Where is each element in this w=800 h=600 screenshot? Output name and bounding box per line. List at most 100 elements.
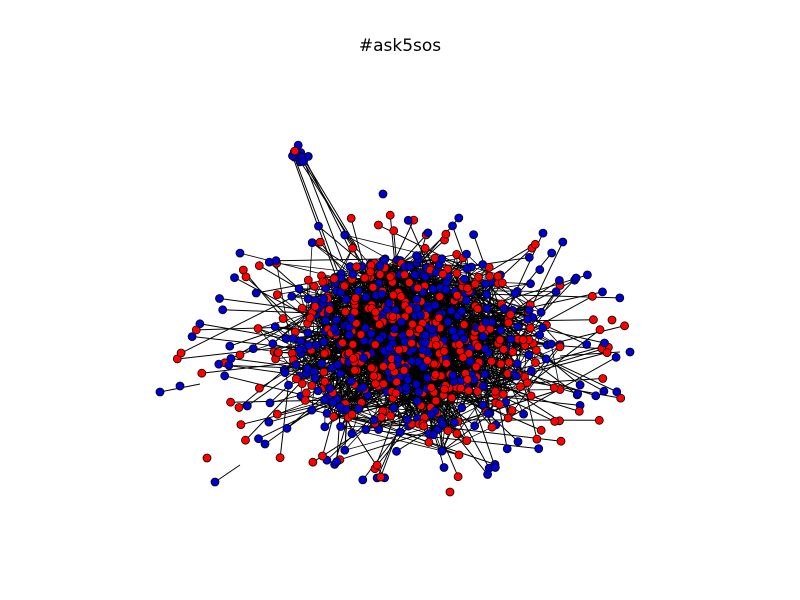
graph-node bbox=[446, 306, 456, 316]
graph-node bbox=[202, 453, 212, 463]
graph-node bbox=[348, 339, 358, 349]
graph-node bbox=[272, 409, 282, 419]
graph-node bbox=[490, 386, 500, 396]
graph-node bbox=[350, 365, 360, 375]
graph-node bbox=[507, 406, 517, 415]
graph-node bbox=[361, 292, 371, 302]
graph-node bbox=[547, 248, 557, 258]
graph-node bbox=[426, 409, 436, 419]
graph-node bbox=[392, 446, 401, 456]
graph-node bbox=[235, 350, 245, 360]
graph-node bbox=[344, 322, 354, 332]
graph-node bbox=[291, 374, 301, 384]
graph-node bbox=[611, 352, 621, 362]
graph-node bbox=[460, 274, 469, 284]
graph-node bbox=[454, 450, 464, 460]
graph-node bbox=[412, 294, 422, 304]
graph-node bbox=[595, 325, 605, 335]
graph-edge bbox=[292, 155, 338, 279]
graph-node bbox=[461, 295, 471, 305]
graph-edge bbox=[245, 276, 328, 353]
graph-node bbox=[271, 256, 281, 266]
graph-node bbox=[453, 472, 463, 482]
graph-node bbox=[435, 292, 445, 302]
graph-node bbox=[402, 415, 412, 425]
graph-node bbox=[339, 281, 349, 291]
graph-node bbox=[356, 330, 366, 340]
graph-node bbox=[278, 314, 288, 323]
graph-node bbox=[481, 317, 491, 327]
graph-node bbox=[385, 272, 395, 282]
graph-node bbox=[536, 307, 546, 317]
graph-node bbox=[430, 370, 440, 379]
graph-node bbox=[297, 379, 307, 389]
graph-node bbox=[319, 294, 329, 304]
graph-node bbox=[275, 453, 285, 463]
graph-node bbox=[440, 384, 449, 394]
graph-node bbox=[319, 349, 329, 359]
graph-node bbox=[462, 249, 471, 259]
graph-node bbox=[512, 359, 522, 369]
graph-node bbox=[532, 434, 542, 444]
graph-node bbox=[473, 304, 483, 314]
graph-node bbox=[378, 189, 388, 199]
graph-node bbox=[358, 382, 368, 392]
graph-node bbox=[287, 291, 297, 301]
graph-node bbox=[480, 369, 490, 379]
nodes-layer bbox=[155, 140, 635, 497]
graph-node bbox=[431, 396, 441, 406]
graph-node bbox=[519, 409, 528, 419]
graph-node bbox=[458, 353, 468, 362]
graph-node bbox=[388, 312, 398, 322]
graph-node bbox=[400, 270, 409, 280]
graph-node bbox=[571, 273, 581, 283]
graph-node bbox=[373, 220, 383, 230]
graph-node bbox=[441, 229, 451, 239]
graph-node bbox=[441, 358, 451, 368]
graph-node bbox=[478, 260, 488, 269]
graph-edge bbox=[177, 335, 383, 360]
graph-node bbox=[513, 322, 523, 331]
graph-node bbox=[352, 262, 362, 272]
graph-node bbox=[300, 395, 310, 405]
graph-node bbox=[344, 330, 354, 340]
graph-node bbox=[600, 338, 609, 348]
graph-node bbox=[452, 268, 462, 278]
graph-node bbox=[478, 332, 488, 341]
graph-node bbox=[347, 429, 357, 439]
graph-node bbox=[303, 275, 313, 285]
graph-node bbox=[598, 374, 608, 383]
graph-edge bbox=[264, 274, 501, 445]
graph-node bbox=[378, 361, 388, 371]
graph-node bbox=[397, 317, 406, 327]
graph-node bbox=[447, 393, 457, 403]
graph-node bbox=[535, 265, 545, 275]
graph-edge bbox=[480, 352, 608, 386]
graph-node bbox=[404, 262, 414, 272]
graph-node bbox=[477, 324, 487, 334]
graph-node bbox=[471, 362, 481, 372]
graph-node bbox=[254, 261, 264, 271]
graph-node bbox=[319, 367, 329, 377]
graph-node bbox=[328, 398, 338, 407]
graph-node bbox=[176, 348, 186, 358]
graph-node bbox=[389, 403, 399, 413]
graph-node bbox=[419, 421, 429, 431]
graph-node bbox=[439, 346, 449, 356]
graph-node bbox=[346, 213, 356, 223]
graph-node bbox=[495, 399, 505, 409]
graph-node bbox=[251, 288, 261, 298]
graph-node bbox=[441, 285, 451, 295]
graph-node bbox=[454, 340, 464, 349]
graph-node bbox=[320, 422, 330, 432]
graph-node bbox=[296, 336, 306, 346]
graph-node bbox=[347, 409, 357, 419]
graph-node bbox=[478, 381, 488, 391]
graph-node bbox=[463, 283, 472, 293]
graph-node bbox=[294, 284, 304, 294]
graph-node bbox=[497, 278, 507, 288]
graph-node bbox=[582, 340, 592, 349]
graph-node bbox=[254, 383, 264, 393]
graph-node bbox=[155, 387, 165, 397]
